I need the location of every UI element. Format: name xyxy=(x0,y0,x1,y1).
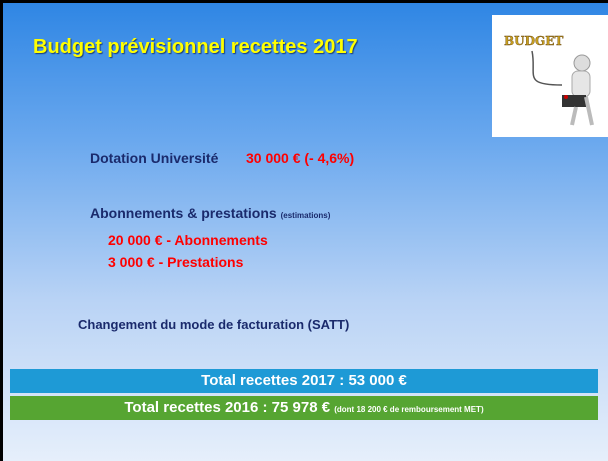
budget-image: BUDGET xyxy=(492,15,608,137)
total-2016-text: Total recettes 2016 : 75 978 € xyxy=(124,399,331,416)
dotation-label: Dotation Université xyxy=(90,150,219,166)
abonnements-note: (estimations) xyxy=(280,211,331,220)
total-2017-bar: Total recettes 2017 : 53 000 € xyxy=(10,369,598,393)
changement-text: Changement du mode de facturation (SATT) xyxy=(78,317,350,332)
dotation-value: 30 000 € (- 4,6%) xyxy=(246,150,355,166)
budget-clipart: BUDGET xyxy=(504,34,594,126)
total-2016-bar: Total recettes 2016 : 75 978 € (dont 18 … xyxy=(10,396,598,420)
total-2016-note: (dont 18 200 € de remboursement MET) xyxy=(334,405,484,414)
slide-title: Budget prévisionnel recettes 2017 xyxy=(33,36,358,58)
abonnements-line: 20 000 € - Abonnements xyxy=(108,232,268,248)
prestations-line: 3 000 € - Prestations xyxy=(108,254,244,270)
budget-word: BUDGET xyxy=(504,34,563,48)
abonnements-label: Abonnements & prestations (estimations) xyxy=(90,205,330,221)
abonnements-text: Abonnements & prestations xyxy=(90,205,277,221)
